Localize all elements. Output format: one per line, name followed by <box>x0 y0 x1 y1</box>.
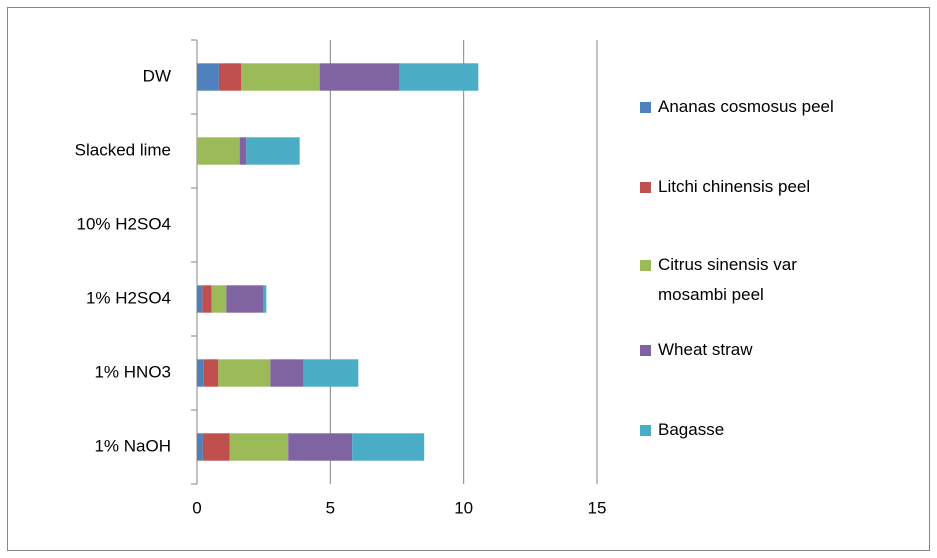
bar-segment <box>399 63 479 91</box>
y-tick-label: DW <box>143 66 171 85</box>
legend-swatch <box>640 182 651 193</box>
x-tick-label: 15 <box>588 498 607 517</box>
bar-segment <box>197 285 203 313</box>
y-tick-label: Slacked lime <box>75 140 171 159</box>
bar-segment <box>203 359 219 387</box>
y-tick-label: 1% NaOH <box>94 436 171 455</box>
bar-segment <box>197 433 203 461</box>
bar-segment <box>202 285 212 313</box>
legend-label: Citrus sinensis var mosambi peel <box>658 255 797 304</box>
legend-label: Bagasse <box>658 420 725 439</box>
bar-segment <box>218 359 271 387</box>
legend-entry: Bagasse <box>640 415 928 445</box>
legend-entry: Citrus sinensis var mosambi peel <box>640 250 838 310</box>
bar-segment <box>218 63 241 91</box>
legend-label: Litchi chinensis peel <box>658 177 811 196</box>
bar-segment <box>197 137 240 165</box>
legend-entry: Wheat straw <box>640 335 928 365</box>
bar-segment <box>202 433 230 461</box>
bar-segment <box>246 137 300 165</box>
bar-segment <box>270 359 304 387</box>
y-tick-label: 10% H2SO4 <box>77 214 172 233</box>
bar-segment <box>352 433 425 461</box>
bar-segment <box>197 63 219 91</box>
legend-label: Ananas cosmosus peel <box>658 97 834 116</box>
y-tick-label: 1% H2SO4 <box>86 288 171 307</box>
bar-segment <box>239 137 247 165</box>
x-tick-label: 5 <box>326 498 335 517</box>
legend-entry: Ananas cosmosus peel <box>640 92 928 122</box>
bar-segment <box>319 63 400 91</box>
legend-swatch <box>640 260 651 271</box>
bar-segment <box>303 359 359 387</box>
legend-swatch <box>640 345 651 356</box>
bar-segment <box>197 359 204 387</box>
legend-label: Wheat straw <box>658 340 753 359</box>
bar-segment <box>288 433 353 461</box>
chart-frame <box>7 7 930 551</box>
x-tick-label: 0 <box>192 498 201 517</box>
legend-swatch <box>640 425 651 436</box>
bar-segment <box>241 63 320 91</box>
y-tick-label: 1% HNO3 <box>94 362 171 381</box>
bar-segment <box>226 285 264 313</box>
bar-segment <box>211 285 227 313</box>
legend-swatch <box>640 102 651 113</box>
bar-segment <box>263 285 267 313</box>
x-tick-label: 10 <box>454 498 473 517</box>
legend-entry: Litchi chinensis peel <box>640 172 928 202</box>
bar-segment <box>229 433 289 461</box>
